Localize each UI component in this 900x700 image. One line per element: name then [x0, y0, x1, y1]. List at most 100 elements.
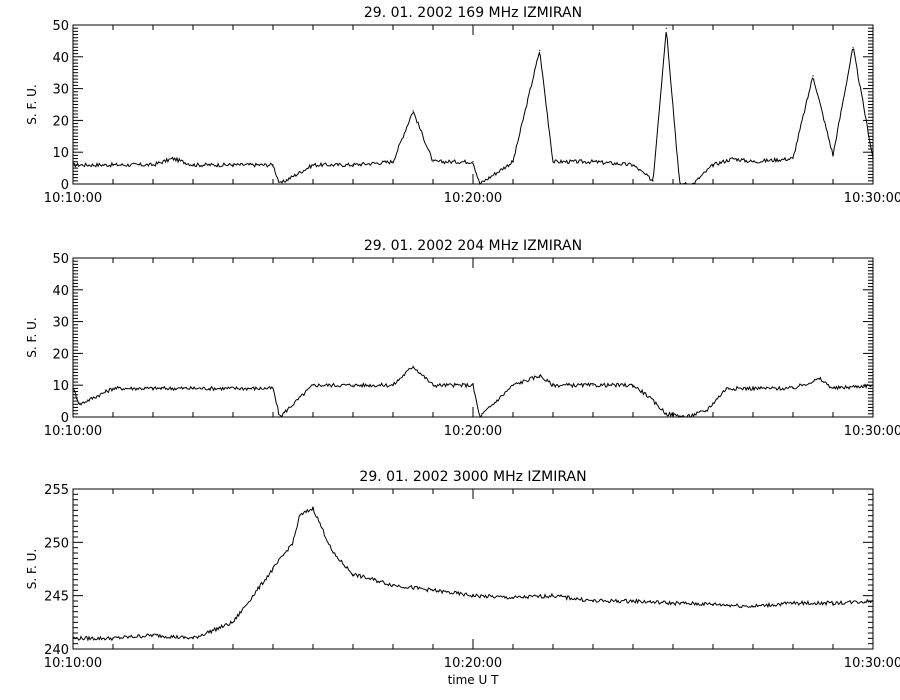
y-tick-label: 20 — [52, 347, 69, 362]
data-point — [152, 387, 154, 389]
data-point — [685, 416, 687, 418]
series-line — [72, 506, 874, 642]
data-point — [725, 387, 727, 389]
data-point — [832, 154, 834, 156]
series-line — [72, 32, 874, 185]
y-tick-label: 0 — [61, 178, 69, 193]
x-tick-label: 10:20:00 — [444, 191, 502, 206]
data-point — [192, 164, 194, 166]
data-point — [792, 602, 794, 604]
x-axis-label: time U T — [448, 673, 500, 687]
data-point — [72, 387, 74, 389]
data-point — [819, 378, 821, 380]
data-point — [872, 158, 874, 160]
data-point — [539, 375, 541, 377]
data-point — [112, 164, 114, 166]
chart-panel-2: 29. 01. 2002 204 MHz IZMIRAN 0 10 20 30 40 50 1… — [25, 238, 900, 439]
data-point — [472, 161, 474, 163]
data-point — [172, 158, 174, 160]
y-tick-label: 20 — [52, 114, 69, 129]
data-point — [432, 589, 434, 591]
data-point — [645, 394, 647, 396]
data-point — [312, 384, 314, 386]
data-point — [712, 164, 714, 166]
data-point — [279, 183, 281, 185]
data-point — [512, 161, 514, 163]
data-point — [752, 387, 754, 389]
data-point — [312, 164, 314, 166]
data-point — [252, 595, 254, 597]
y-tick-label: 0 — [61, 411, 69, 426]
data-point — [152, 634, 154, 636]
data-point — [352, 384, 354, 386]
data-point — [272, 387, 274, 389]
data-point — [512, 384, 514, 386]
data-point — [192, 637, 194, 639]
y-tick-label: 10 — [52, 146, 69, 161]
data-point — [72, 164, 74, 166]
chart-panel-3: 29. 01. 2002 3000 MHz IZMIRAN 240 245 250 25… — [25, 469, 900, 687]
y-axis-label: S. F. U. — [25, 317, 39, 357]
data-point — [112, 387, 114, 389]
data-point — [632, 600, 634, 602]
data-point — [392, 161, 394, 163]
data-point — [472, 595, 474, 597]
data-point — [392, 384, 394, 386]
plot-frame — [72, 488, 874, 650]
data-point — [472, 384, 474, 386]
data-point — [232, 621, 234, 623]
data-point — [312, 507, 314, 509]
data-point — [539, 49, 541, 52]
data-point — [299, 515, 301, 517]
data-point — [412, 365, 414, 367]
y-tick-label: 30 — [52, 83, 69, 98]
x-tick-label: 10:20:00 — [444, 656, 502, 671]
y-tick-label: 30 — [52, 316, 69, 331]
data-point — [812, 75, 814, 77]
y-axis-label: S. F. U. — [25, 549, 39, 589]
y-tick-label: 10 — [52, 379, 69, 394]
data-point — [79, 403, 81, 405]
chart-title: 29. 01. 2002 169 MHz IZMIRAN — [364, 5, 582, 21]
data-point — [679, 183, 681, 185]
data-point — [192, 387, 194, 389]
y-tick-label: 245 — [44, 590, 69, 605]
x-tick-label: 10:10:00 — [44, 191, 102, 206]
x-tick-label: 10:10:00 — [44, 656, 102, 671]
data-point — [832, 387, 834, 389]
data-point — [692, 183, 694, 185]
chart-panel-1: 29. 01. 2002 169 MHz IZMIRAN 0 10 20 30 40 50 1… — [25, 5, 900, 206]
plot-frame — [72, 257, 874, 418]
data-point — [632, 164, 634, 166]
data-point — [432, 161, 434, 163]
x-tick-label: 10:10:00 — [44, 424, 102, 439]
data-point — [665, 413, 667, 415]
data-point — [292, 541, 294, 543]
y-tick-label: 250 — [44, 536, 69, 551]
data-point — [392, 584, 394, 586]
data-point — [712, 603, 714, 605]
data-point — [232, 164, 234, 166]
data-point — [832, 602, 834, 604]
data-point — [792, 387, 794, 389]
data-point — [552, 161, 554, 163]
y-tick-label: 240 — [44, 643, 69, 658]
y-tick-label: 40 — [52, 51, 69, 66]
data-point — [872, 600, 874, 602]
data-point — [152, 164, 154, 166]
data-point — [479, 416, 481, 418]
data-point — [592, 384, 594, 386]
data-point — [332, 552, 334, 554]
x-tick-label: 10:30:00 — [844, 424, 900, 439]
data-point — [412, 110, 414, 112]
x-tick-label: 10:20:00 — [444, 424, 502, 439]
data-point — [352, 164, 354, 166]
y-axis-label: S. F. U. — [25, 84, 39, 124]
data-point — [852, 46, 854, 48]
data-point — [792, 158, 794, 160]
data-point — [279, 416, 281, 418]
plot-frame — [72, 24, 874, 185]
data-point — [112, 637, 114, 639]
data-point — [272, 164, 274, 166]
